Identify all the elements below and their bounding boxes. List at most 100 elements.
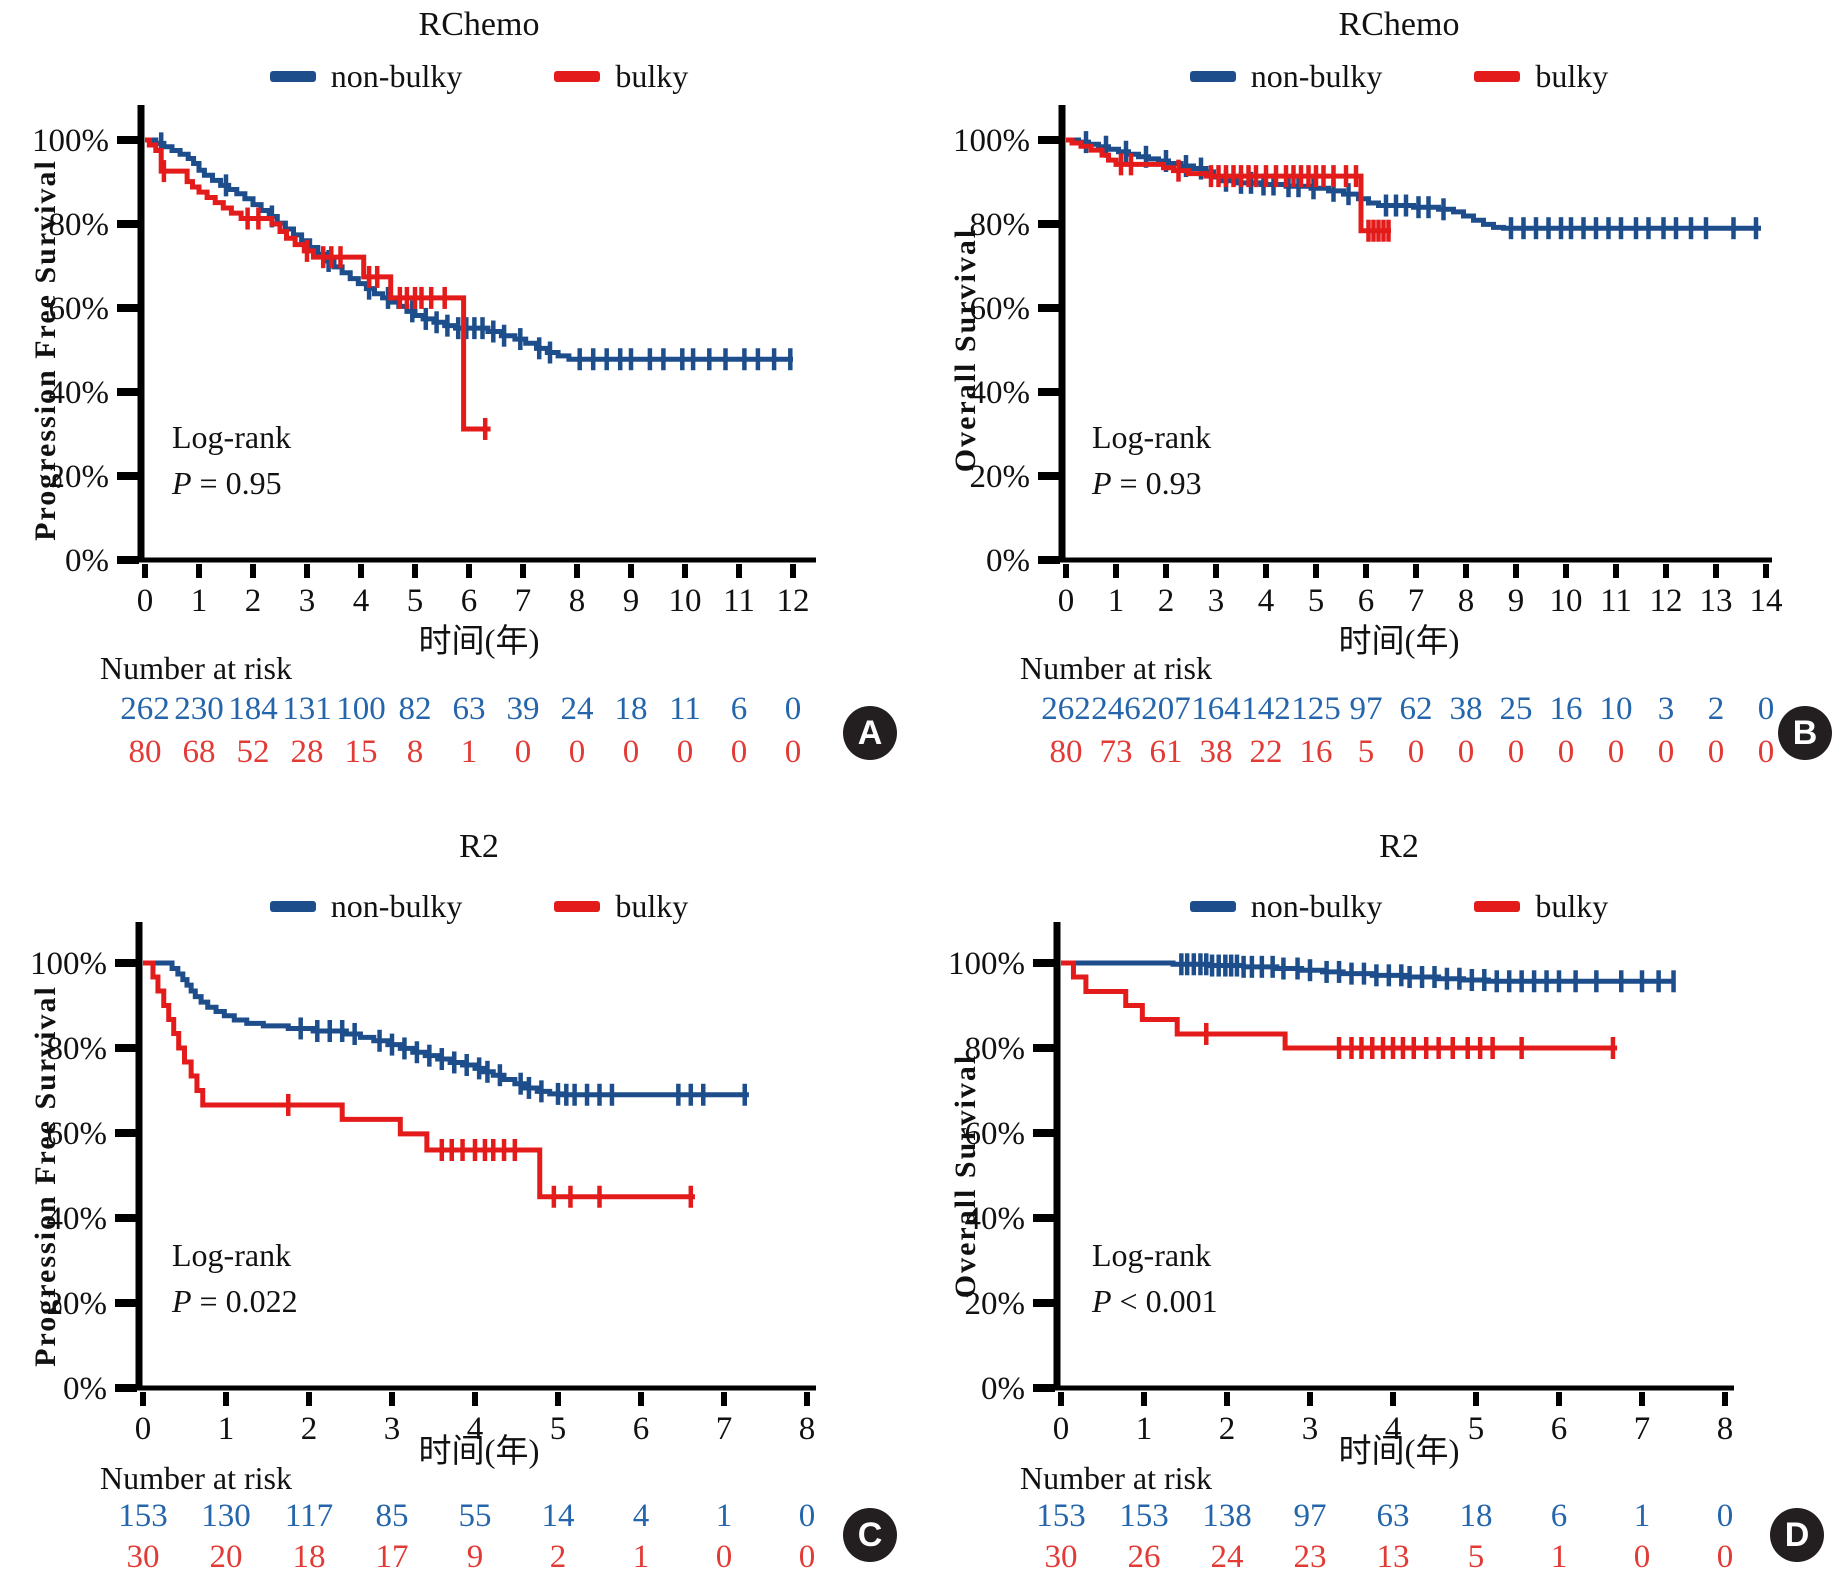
p-value: P = 0.93 [1092,460,1211,506]
legend-label-bulky: bulky [1535,58,1609,94]
x-tick-label: 3 [384,1411,401,1447]
risk-value-non-bulky: 0 [1758,691,1775,727]
legend-item-bulky: bulky [1474,888,1608,925]
risk-value-non-bulky: 16 [1550,691,1583,727]
number-at-risk-label: Number at risk [100,650,292,686]
risk-value-bulky: 8 [407,734,424,770]
legend-item-bulky: bulky [554,888,688,925]
risk-value-bulky: 0 [1708,734,1725,770]
y-tick-label: 0% [986,543,1030,579]
risk-value-non-bulky: 25 [1500,691,1533,727]
logrank-stats: Log-rank P < 0.001 [1092,1232,1218,1324]
x-tick-label: 0 [135,1411,152,1447]
legend-label-non-bulky: non-bulky [1250,888,1383,924]
x-tick-label: 3 [1302,1411,1319,1447]
x-tick-label: 0 [1058,583,1075,619]
risk-value-bulky: 0 [716,1539,733,1571]
risk-value-bulky: 0 [731,734,748,770]
p-value: P = 0.022 [172,1278,298,1324]
x-tick-label: 2 [301,1411,318,1447]
risk-value-non-bulky: 153 [1036,1498,1086,1534]
risk-value-non-bulky: 138 [1202,1498,1252,1534]
risk-value-bulky: 5 [1358,734,1375,770]
risk-value-bulky: 80 [129,734,162,770]
risk-value-non-bulky: 153 [1119,1498,1169,1534]
risk-value-bulky: 24 [1211,1539,1244,1571]
y-axis-title: Overall Survival [949,227,982,473]
km-curve-bulky [1066,137,1391,234]
risk-value-non-bulky: 1 [1634,1498,1651,1534]
y-tick-label: 100% [953,123,1030,159]
risk-value-non-bulky: 230 [174,691,224,727]
risk-value-bulky: 23 [1294,1539,1327,1571]
y-tick-label: 80% [47,1031,108,1067]
legend-item-non-bulky: non-bulky [269,888,462,925]
legend-swatch-non-bulky [1189,901,1236,912]
risk-value-bulky: 0 [1758,734,1775,770]
legend-b: non-bulky bulky [1063,58,1735,95]
y-tick-label: 80% [970,207,1031,243]
legend-swatch-bulky [1474,71,1521,82]
risk-value-non-bulky: 11 [669,691,701,727]
risk-value-non-bulky: 18 [1460,1498,1493,1534]
logrank-label: Log-rank [172,1237,292,1273]
panel-a: 100% 80% 60% 40% 20% 0% 0 1 2 3 4 5 6 7 8 9 10 11 12 262 230… [0,0,920,780]
risk-value-bulky: 0 [1508,734,1525,770]
risk-value-non-bulky: 262 [1041,691,1091,727]
legend-a: non-bulky bulky [143,58,815,95]
x-tick-label: 0 [1053,1411,1070,1447]
panel-b: 100% 80% 60% 40% 20% 0% 0 1 2 3 4 5 6 7 8 9 10 11 12 13 14 26… [920,0,1840,780]
x-tick-label: 10 [1550,583,1583,619]
y-tick-label: 80% [965,1031,1026,1067]
x-tick-label: 2 [245,583,262,619]
risk-value-non-bulky: 6 [1551,1498,1568,1534]
x-tick-label: 10 [669,583,702,619]
x-tick-label: 7 [515,583,532,619]
panel-badge-a: A [843,706,897,760]
risk-value-bulky: 0 [515,734,532,770]
risk-value-non-bulky: 131 [282,691,332,727]
risk-value-non-bulky: 97 [1350,691,1383,727]
x-tick-label: 11 [723,583,755,619]
y-tick-label: 0% [63,1371,107,1407]
risk-value-bulky: 28 [291,734,324,770]
x-tick-label: 5 [1308,583,1325,619]
y-axis-title: Overall Survival [949,1053,982,1299]
number-at-risk-label: Number at risk [1020,1460,1212,1496]
risk-value-bulky: 73 [1100,734,1133,770]
risk-value-non-bulky: 164 [1191,691,1241,727]
legend-item-bulky: bulky [554,58,688,95]
risk-value-non-bulky: 117 [285,1498,333,1534]
risk-value-non-bulky: 10 [1600,691,1633,727]
p-value: P < 0.001 [1092,1278,1218,1324]
km-curve-non-bulky [1066,137,1761,231]
y-tick-label: 20% [970,459,1031,495]
risk-value-non-bulky: 100 [336,691,386,727]
risk-value-non-bulky: 63 [1377,1498,1410,1534]
risk-value-non-bulky: 85 [376,1498,409,1534]
x-tick-label: 1 [1108,583,1125,619]
x-tick-label: 13 [1700,583,1733,619]
x-tick-label: 8 [569,583,586,619]
x-tick-label: 6 [1551,1411,1568,1447]
logrank-stats: Log-rank P = 0.022 [172,1232,298,1324]
y-tick-label: 20% [965,1286,1026,1322]
p-rest: < 0.001 [1111,1283,1218,1319]
risk-value-bulky: 0 [623,734,640,770]
y-tick-label: 40% [49,375,110,411]
km-curve-non-bulky [1061,960,1676,984]
y-tick-label: 20% [49,459,110,495]
risk-value-non-bulky: 125 [1291,691,1341,727]
legend-item-bulky: bulky [1474,58,1608,95]
x-tick-label: 6 [1358,583,1375,619]
x-tick-label: 4 [353,583,370,619]
x-tick-label: 9 [623,583,640,619]
risk-value-bulky: 0 [1458,734,1475,770]
y-axis-title: Progression Free Survival [29,159,62,541]
x-tick-label: 1 [191,583,208,619]
risk-value-bulky: 18 [293,1539,326,1571]
risk-value-bulky: 1 [461,734,478,770]
panel-title-d: R2 [1379,828,1419,865]
legend-swatch-non-bulky [269,71,316,82]
